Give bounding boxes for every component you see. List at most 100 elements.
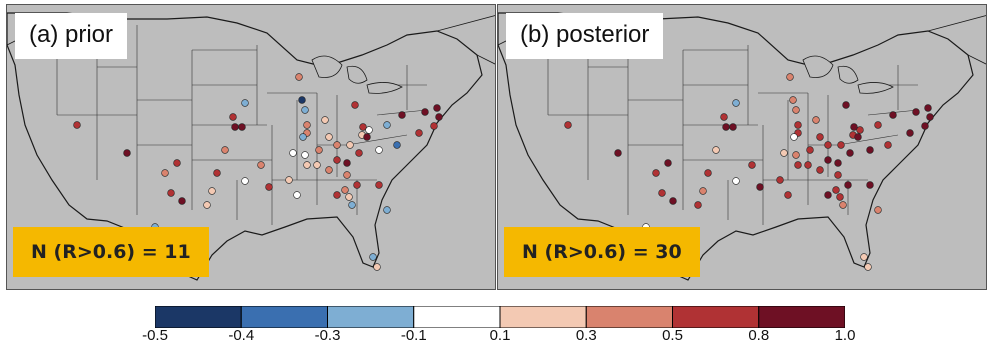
us-map-prior — [7, 12, 495, 281]
colorbar-tick-label: -0.4 — [228, 327, 255, 344]
station-dot — [837, 141, 845, 149]
station-dot — [816, 133, 824, 141]
station-dot — [301, 106, 309, 114]
station-dot — [722, 123, 730, 131]
station-dot — [325, 166, 333, 174]
station-dot — [213, 169, 221, 177]
station-dot — [854, 133, 862, 141]
station-dot — [720, 113, 728, 121]
station-dot — [241, 177, 249, 185]
station-dot — [383, 121, 391, 129]
station-dot — [298, 96, 306, 104]
station-dot — [321, 116, 329, 124]
station-dot — [846, 149, 854, 157]
station-dot — [346, 141, 354, 149]
station-dot — [375, 146, 383, 154]
station-dot — [341, 186, 349, 194]
station-dot — [850, 123, 858, 131]
great-lake — [311, 55, 343, 78]
station-dot — [921, 122, 929, 130]
station-dot — [884, 141, 892, 149]
station-dot — [333, 191, 341, 199]
station-dot — [792, 151, 800, 159]
station-dot — [792, 106, 800, 114]
station-dot — [303, 121, 311, 129]
station-dot — [748, 161, 756, 169]
station-dot — [694, 201, 702, 209]
station-dot — [794, 161, 802, 169]
station-dot — [866, 181, 874, 189]
station-dot — [435, 113, 443, 121]
colorbar-tick-label: 0.3 — [575, 327, 597, 344]
station-dot — [173, 159, 181, 167]
station-dot — [780, 149, 788, 157]
great-lake — [366, 82, 403, 94]
station-dot — [790, 133, 798, 141]
station-dot — [856, 126, 864, 134]
station-dot — [804, 161, 812, 169]
station-dot — [732, 99, 740, 107]
station-dot — [355, 149, 363, 157]
station-dot — [178, 197, 186, 205]
colorbar-segment — [499, 306, 587, 328]
colorbar-segment — [327, 306, 415, 328]
station-dot — [348, 201, 356, 209]
colorbar-tick-label: -0.3 — [314, 327, 341, 344]
station-dot — [912, 108, 920, 116]
station-dot — [729, 123, 737, 131]
station-dot — [345, 193, 353, 201]
station-dot — [415, 129, 423, 137]
station-dot — [353, 181, 361, 189]
station-dot — [241, 99, 249, 107]
station-dot — [359, 123, 367, 131]
state-border — [346, 134, 408, 146]
station-dot — [794, 121, 802, 129]
count-badge-prior: N (R>0.6) = 11 — [13, 227, 209, 277]
colorbar-tick-label: -0.5 — [142, 327, 168, 344]
station-dot — [123, 149, 131, 157]
station-dot — [652, 169, 660, 177]
colorbar-segment — [585, 306, 673, 328]
great-lake — [802, 55, 834, 78]
station-markers — [73, 73, 443, 271]
station-dot — [221, 146, 229, 154]
station-dot — [732, 177, 740, 185]
station-dot — [564, 121, 572, 129]
map-panel-prior: (a) prior N (R>0.6) = 11 — [6, 4, 496, 290]
count-badge-posterior: N (R>0.6) = 30 — [504, 227, 700, 277]
station-dot — [393, 141, 401, 149]
station-dot — [238, 123, 246, 131]
colorbar-tick-label: 1.0 — [834, 327, 856, 344]
station-dot — [824, 156, 832, 164]
station-dot — [375, 181, 383, 189]
station-dot — [836, 193, 844, 201]
station-dot — [430, 122, 438, 130]
station-dot — [343, 171, 351, 179]
station-dot — [824, 191, 832, 199]
station-dot — [906, 129, 914, 137]
station-dot — [289, 149, 297, 157]
station-dot — [398, 111, 406, 119]
colorbar-segment — [155, 306, 242, 328]
station-dot — [834, 159, 842, 167]
station-dot — [860, 253, 868, 261]
station-dot — [669, 197, 677, 205]
station-dot — [874, 206, 882, 214]
station-dot — [812, 116, 820, 124]
station-dot — [839, 201, 847, 209]
station-dot — [658, 189, 666, 197]
station-dot — [363, 133, 371, 141]
station-dot — [73, 121, 81, 129]
station-dot — [699, 187, 707, 195]
station-dot — [874, 121, 882, 129]
station-dot — [383, 206, 391, 214]
colorbar-segment — [672, 306, 760, 328]
station-dot — [776, 176, 784, 184]
colorbar-tick-label: 0.1 — [489, 327, 511, 344]
station-dot — [231, 123, 239, 131]
panel-label-prior: (a) prior — [15, 13, 128, 59]
colorbar-segment — [240, 306, 328, 328]
station-dot — [265, 183, 273, 191]
station-dot — [203, 201, 211, 209]
station-dot — [664, 159, 672, 167]
